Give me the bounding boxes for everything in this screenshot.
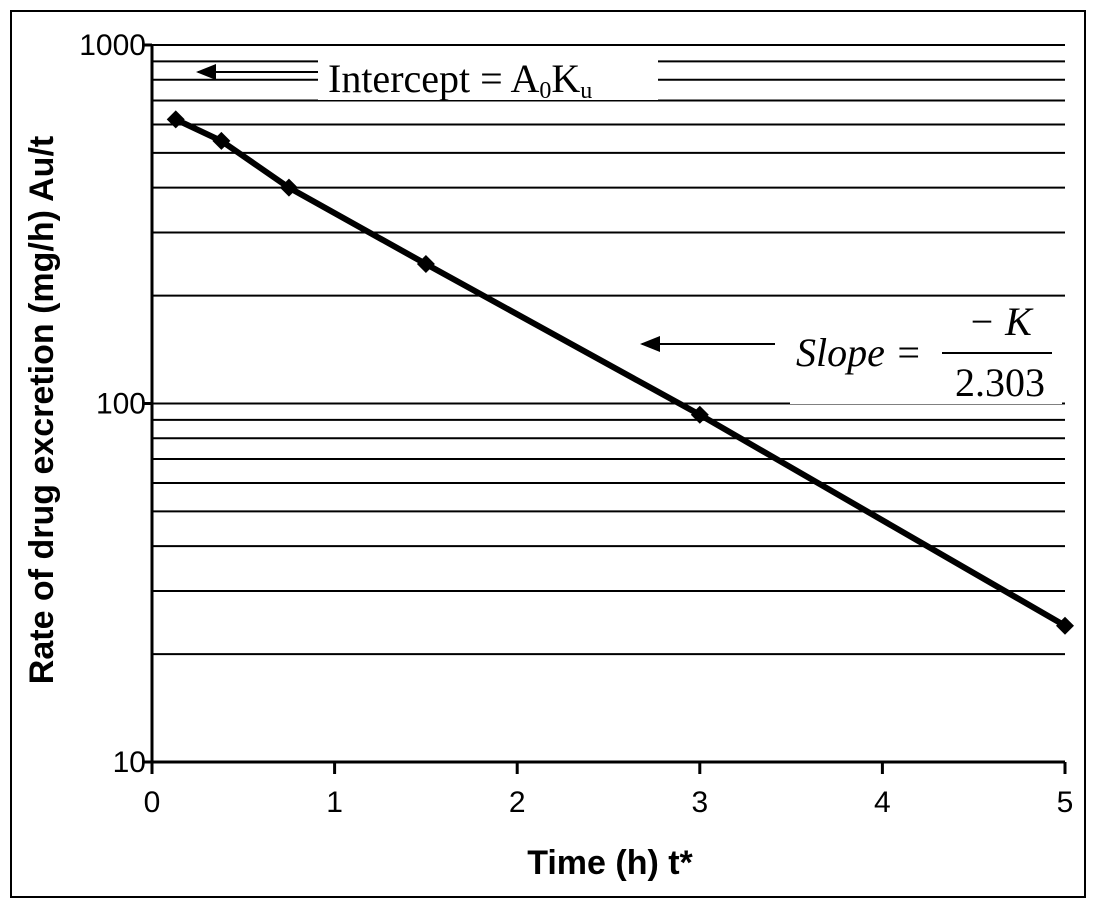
x-tick-label: 0 — [144, 786, 161, 819]
slope-arrow-head — [640, 336, 660, 352]
y-tick-label: 1000 — [79, 29, 146, 62]
data-point — [416, 254, 435, 273]
data-point — [1056, 616, 1074, 635]
data-point — [279, 178, 298, 197]
x-tick-labels: 0 1 2 3 4 5 — [144, 786, 1074, 819]
y-tick-label: 10 — [113, 746, 146, 779]
chart-frame — [10, 10, 1086, 898]
x-axis-label: Time (h) t* — [527, 844, 693, 882]
data-point — [212, 131, 231, 150]
intercept-annotation: Intercept = A0Ku — [196, 50, 658, 104]
series-layer — [166, 110, 1074, 635]
slope-annotation: Slope = − K 2.303 — [640, 299, 1062, 405]
x-tick-label: 2 — [509, 786, 526, 819]
x-tick-label: 5 — [1057, 786, 1074, 819]
data-point — [166, 110, 185, 129]
series-line — [174, 116, 1067, 629]
y-tick-label: 100 — [96, 388, 146, 421]
slope-label: Slope = — [796, 330, 922, 375]
slope-numerator: − K — [968, 299, 1034, 344]
data-point — [690, 405, 709, 424]
x-tick-label: 1 — [326, 786, 343, 819]
y-tick-labels: 10 100 1000 — [79, 29, 146, 779]
gridlines — [152, 44, 1065, 656]
intercept-label: Intercept = A0Ku — [328, 56, 592, 104]
y-axis-label: Rate of drug excretion (mg/h) Au/t — [23, 136, 61, 684]
slope-denominator: 2.303 — [955, 360, 1045, 405]
intercept-arrow-head — [196, 64, 216, 80]
x-tick-label: 3 — [691, 786, 708, 819]
intercept-label-bg — [318, 50, 658, 100]
x-tick-label: 4 — [874, 786, 891, 819]
axes — [142, 43, 1067, 774]
